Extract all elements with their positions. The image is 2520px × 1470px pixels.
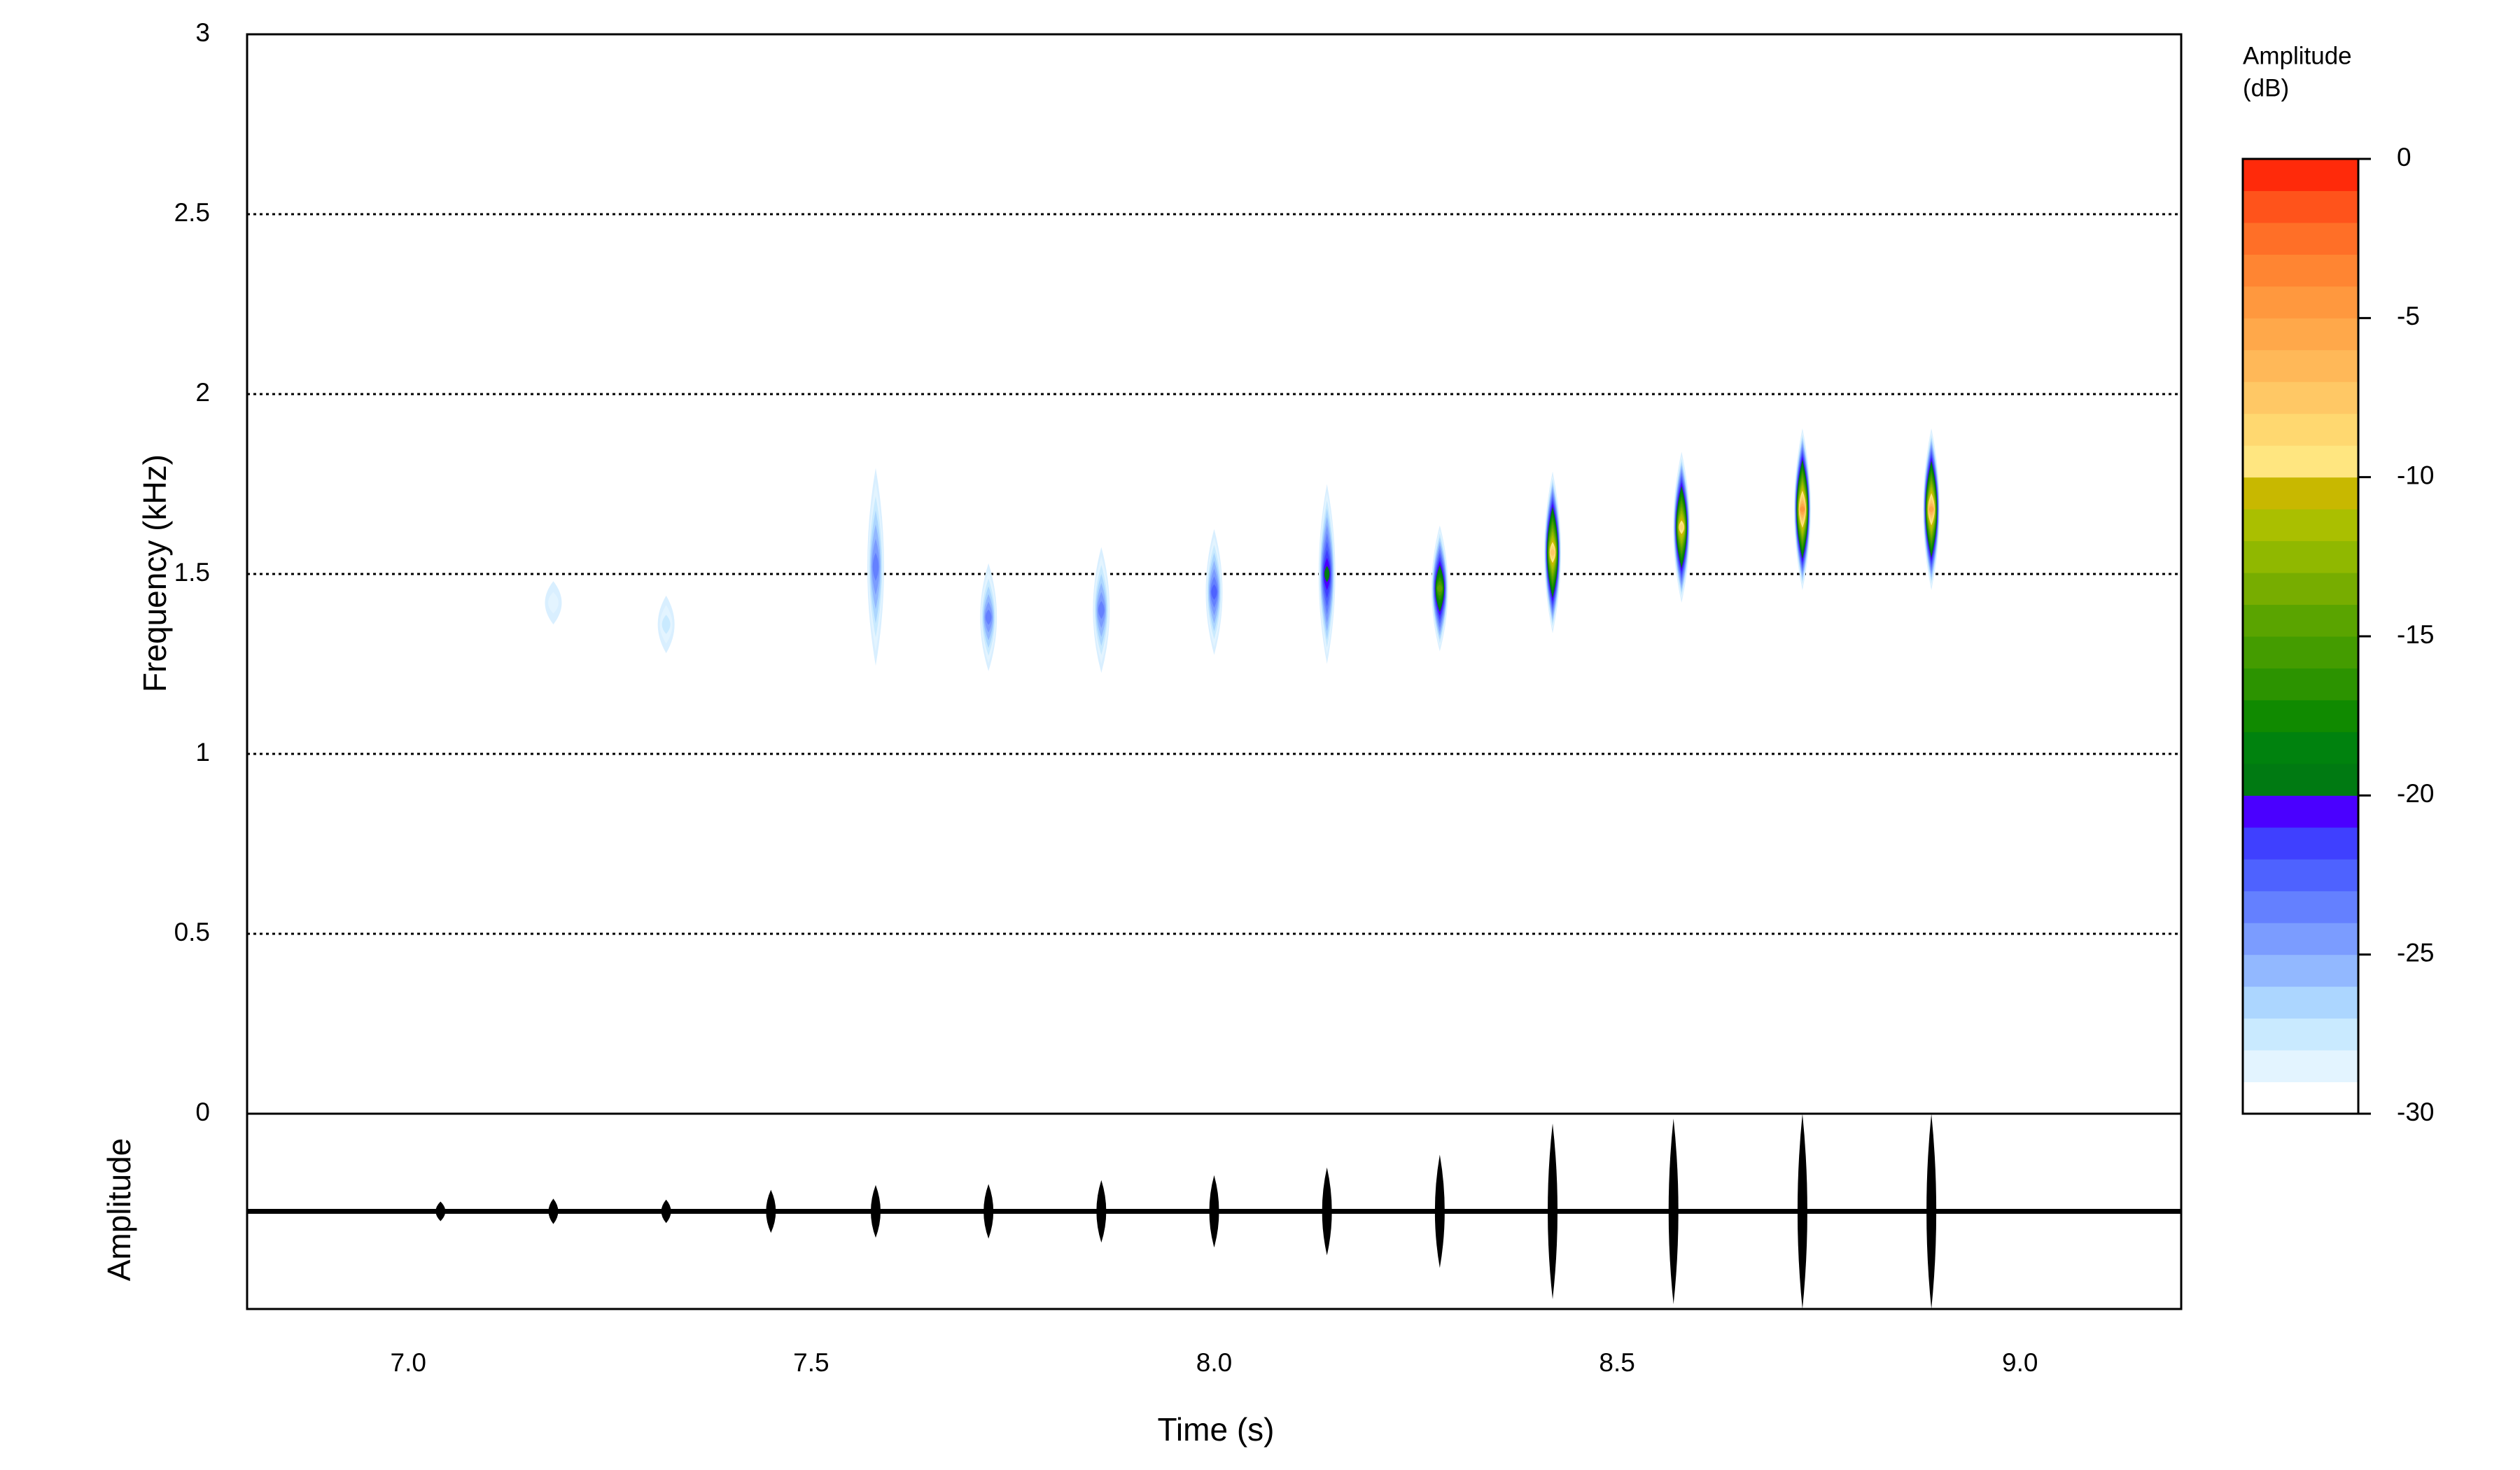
contour <box>547 592 559 614</box>
colorbar-band <box>2243 254 2358 287</box>
pulse <box>1793 428 1811 591</box>
osc-pulse <box>661 1199 671 1224</box>
colorbar-band <box>2243 349 2358 382</box>
contour <box>985 609 992 625</box>
colorbar-band <box>2243 159 2358 191</box>
colorbar-band <box>2243 763 2358 796</box>
colorbar-tick-label: 0 <box>2397 143 2412 172</box>
colorbar-title: (dB) <box>2243 74 2289 102</box>
colorbar-band <box>2243 954 2358 987</box>
colorbar-band <box>2243 573 2358 606</box>
colorbar-band <box>2243 986 2358 1019</box>
colorbar-band <box>2243 540 2358 573</box>
osc-pulse <box>1548 1123 1558 1300</box>
osc-pulse <box>766 1189 776 1233</box>
contour <box>1928 505 1934 513</box>
contour <box>1800 506 1805 512</box>
colorbar-title: Amplitude <box>2243 42 2352 69</box>
colorbar-band <box>2243 509 2358 542</box>
pulse <box>1318 484 1336 664</box>
colorbar-band <box>2243 604 2358 637</box>
pulse <box>1093 547 1110 673</box>
contour <box>662 615 671 634</box>
osc-pulse <box>983 1184 994 1239</box>
y-tick-label: 0 <box>195 1098 210 1126</box>
colorbar-band <box>2243 699 2358 732</box>
colorbar-band <box>2243 1050 2358 1083</box>
osc-pulse <box>1209 1175 1219 1248</box>
osc-pulse <box>870 1184 881 1238</box>
colorbar-band <box>2243 795 2358 828</box>
contour <box>1098 601 1105 620</box>
contour <box>872 552 879 581</box>
colorbar-band <box>2243 413 2358 446</box>
colorbar-band <box>2243 827 2358 860</box>
x-tick-label: 8.5 <box>1599 1348 1634 1377</box>
y-tick-label: 1 <box>195 738 210 766</box>
colorbar-tick-label: -30 <box>2397 1098 2434 1126</box>
colorbar-band <box>2243 636 2358 668</box>
osc-pulse <box>435 1201 446 1222</box>
x-tick-label: 9.0 <box>2002 1348 2038 1377</box>
osc-pulse <box>1926 1114 1937 1309</box>
contour <box>1437 584 1443 593</box>
colorbar-band <box>2243 318 2358 351</box>
colorbar-tick-label: -20 <box>2397 779 2434 808</box>
colorbar-band <box>2243 890 2358 923</box>
colorbar-band <box>2243 859 2358 892</box>
x-axis-label: Time (s) <box>1158 1411 1275 1448</box>
pulse <box>980 563 997 671</box>
pulse <box>1205 528 1223 655</box>
y-tick-label: 1.5 <box>174 558 210 587</box>
x-tick-label: 7.5 <box>793 1348 829 1377</box>
colorbar-band <box>2243 382 2358 414</box>
pulse <box>1923 428 1940 591</box>
colorbar-band <box>2243 222 2358 255</box>
pulse <box>1544 471 1562 634</box>
colorbar-tick-label: -5 <box>2397 302 2420 330</box>
colorbar-band <box>2243 190 2358 223</box>
colorbar-band <box>2243 668 2358 701</box>
y-tick-label: 3 <box>195 18 210 47</box>
colorbar-band <box>2243 1018 2358 1051</box>
pulse <box>657 595 675 654</box>
y-tick-label: 2.5 <box>174 198 210 227</box>
colorbar-band <box>2243 477 2358 510</box>
contour <box>1324 566 1330 582</box>
colorbar-tick-label: -10 <box>2397 461 2434 489</box>
colorbar-band <box>2243 732 2358 764</box>
osc-pulse <box>1668 1118 1679 1305</box>
contour <box>1550 549 1555 556</box>
colorbar-tick-label: -15 <box>2397 620 2434 649</box>
osc-pulse <box>1322 1167 1332 1256</box>
pulse <box>545 581 562 624</box>
osc-pulse <box>1096 1180 1107 1243</box>
contour <box>1679 524 1684 531</box>
pulse <box>1673 451 1690 603</box>
y-axis-label: Frequency (kHz) <box>136 454 173 692</box>
osc-pulse <box>548 1198 559 1224</box>
colorbar-tick-label: -25 <box>2397 938 2434 967</box>
contour <box>1211 584 1217 600</box>
x-tick-label: 8.0 <box>1196 1348 1232 1377</box>
osc-pulse <box>1797 1114 1807 1309</box>
oscillogram-frame <box>246 1112 2183 1310</box>
oscillogram-label: Amplitude <box>101 1138 137 1282</box>
x-tick-label: 7.0 <box>391 1348 426 1377</box>
osc-pulse <box>1434 1154 1445 1268</box>
pulse <box>1431 525 1448 652</box>
colorbar-band <box>2243 286 2358 318</box>
colorbar-band <box>2243 1082 2358 1114</box>
colorbar-band <box>2243 923 2358 955</box>
y-tick-label: 2 <box>195 378 210 407</box>
pulse <box>867 468 884 666</box>
y-tick-label: 0.5 <box>174 918 210 946</box>
colorbar-band <box>2243 445 2358 478</box>
